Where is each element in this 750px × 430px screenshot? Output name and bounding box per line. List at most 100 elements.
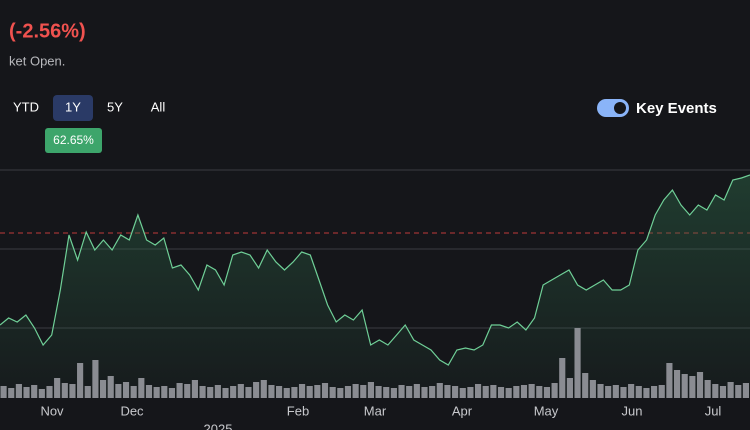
volume-bar: [153, 387, 160, 398]
volume-bar: [436, 383, 443, 398]
x-tick-label: Jun: [622, 403, 643, 418]
volume-bar: [268, 385, 275, 398]
year-label: 2025: [204, 421, 233, 430]
volume-bar: [107, 376, 114, 398]
volume-bar: [84, 386, 91, 398]
volume-bar: [168, 388, 176, 398]
range-button[interactable]: YTD: [13, 99, 39, 114]
volume-bar: [497, 387, 505, 398]
volume-bar: [666, 363, 673, 398]
x-tick-label: Feb: [287, 403, 309, 418]
volume-bar: [337, 388, 344, 398]
volume-bar: [452, 386, 459, 398]
volume-bar: [222, 388, 229, 398]
volume-bar: [413, 384, 420, 398]
volume-bar: [673, 370, 681, 398]
volume-bar: [138, 378, 145, 398]
volume-bar: [520, 385, 528, 398]
volume-bar: [237, 384, 244, 398]
volume-bar: [696, 372, 704, 398]
volume-bar: [551, 383, 558, 398]
volume-bar: [597, 384, 604, 398]
volume-bar: [321, 383, 329, 398]
volume-bar: [122, 382, 130, 398]
volume-bar: [421, 387, 428, 398]
volume-bar: [459, 388, 466, 398]
tooltip-text: 62.65%: [53, 133, 94, 147]
volume-bar: [77, 363, 84, 398]
volume-bar: [505, 388, 512, 398]
volume-bar: [38, 389, 45, 398]
volume-bar: [574, 328, 581, 398]
volume-bar: [543, 387, 551, 398]
volume-bar: [291, 387, 298, 398]
market-status: ket Open.: [9, 53, 65, 68]
volume-bar: [92, 360, 99, 398]
volume-bar: [176, 383, 183, 398]
volume-bar: [161, 386, 168, 398]
x-tick-label: Dec: [120, 403, 144, 418]
x-tick-label: Jul: [705, 403, 722, 418]
volume-bar: [651, 386, 658, 398]
volume-bar: [46, 386, 53, 398]
volume-bar: [681, 374, 688, 398]
volume-bar: [383, 387, 390, 398]
volume-bar: [643, 388, 650, 398]
volume-bar: [260, 380, 267, 398]
volume-bar: [689, 376, 696, 398]
volume-bar: [191, 380, 198, 398]
volume-bar: [145, 385, 153, 398]
volume-bar: [306, 386, 313, 398]
volume-bar: [0, 386, 7, 398]
x-tick-label: May: [534, 403, 559, 418]
x-tick-label: Apr: [452, 403, 473, 418]
volume-bar: [589, 380, 596, 398]
volume-bar: [528, 384, 535, 398]
volume-bar: [474, 384, 482, 398]
range-button[interactable]: 1Y: [65, 99, 81, 114]
volume-bar: [360, 385, 367, 398]
volume-bar: [253, 382, 260, 398]
volume-bar: [199, 386, 206, 398]
range-button[interactable]: 5Y: [107, 99, 123, 114]
volume-bar: [467, 387, 474, 398]
x-tick-label: Mar: [364, 403, 387, 418]
volume-bar: [23, 387, 30, 398]
volume-bar: [8, 388, 15, 398]
price-change: (-2.56%): [9, 20, 86, 42]
volume-bar: [620, 387, 627, 398]
volume-bar: [582, 373, 589, 398]
volume-bar: [390, 388, 397, 398]
volume-bar: [31, 385, 38, 398]
volume-bar: [536, 386, 543, 398]
range-button[interactable]: All: [151, 99, 166, 114]
volume-bar: [245, 387, 252, 398]
volume-bar: [375, 386, 382, 398]
volume-bar: [490, 385, 497, 398]
x-tick-label: Nov: [40, 403, 64, 418]
toggle-label: Key Events: [636, 100, 717, 117]
volume-bar: [69, 384, 76, 398]
volume-bar: [406, 386, 413, 398]
volume-bar: [54, 378, 61, 398]
volume-bar: [658, 385, 665, 398]
volume-bar: [612, 385, 619, 398]
tooltip-box: [45, 128, 102, 153]
volume-bar: [735, 385, 742, 398]
volume-bar: [352, 384, 359, 398]
volume-bar: [559, 358, 566, 398]
volume-bar: [704, 380, 711, 398]
volume-bar: [727, 382, 734, 398]
volume-bar: [115, 384, 122, 398]
volume-bar: [99, 380, 107, 398]
area: [0, 175, 750, 398]
volume-bar: [719, 386, 727, 398]
volume-bar: [344, 386, 352, 398]
volume-bar: [276, 386, 283, 398]
volume-bar: [566, 378, 573, 398]
range-button-active[interactable]: [53, 95, 93, 121]
volume-bar: [712, 384, 719, 398]
price-line: [0, 174, 750, 366]
